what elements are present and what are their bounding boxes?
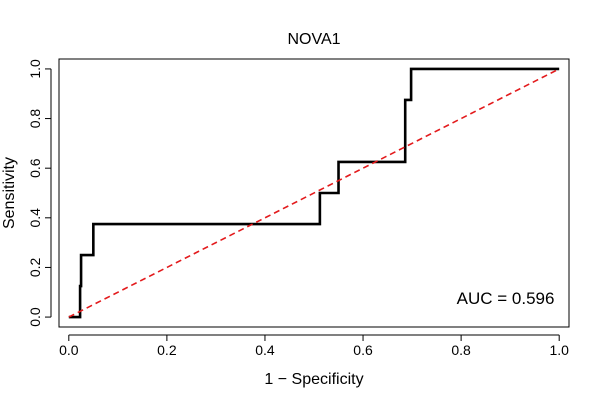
y-axis: 0.0 0.2 0.4 0.6 0.8 1.0 (27, 59, 52, 327)
x-tick-label: 0.4 (255, 342, 275, 358)
y-tick-label: 0.8 (27, 109, 43, 129)
y-tick-label: 0.4 (27, 208, 43, 228)
x-axis: 0.0 0.2 0.4 0.6 0.8 1.0 (59, 334, 569, 358)
x-tick-label: 0.2 (157, 342, 177, 358)
x-tick-label: 0.6 (353, 342, 373, 358)
chance-diagonal-line (68, 68, 560, 318)
plot-frame (58, 58, 570, 328)
annotation-layer: AUC = 0.596 (457, 289, 555, 308)
y-tick-label: 0.2 (27, 258, 43, 278)
series-layer (68, 67, 560, 319)
y-tick-label: 1.0 (27, 59, 43, 79)
x-axis-title: 1 − Specificity (264, 371, 363, 388)
chart-title: NOVA1 (287, 31, 340, 48)
y-tick-label: 0.0 (27, 307, 43, 327)
y-tick-label: 0.6 (27, 158, 43, 178)
x-tick-label: 1.0 (549, 342, 569, 358)
roc-curve-line (68, 67, 560, 319)
x-tick-label: 0.0 (59, 342, 79, 358)
y-axis-title: Sensitivity (1, 157, 18, 229)
auc-annotation: AUC = 0.596 (457, 289, 555, 308)
x-tick-label: 0.8 (451, 342, 471, 358)
